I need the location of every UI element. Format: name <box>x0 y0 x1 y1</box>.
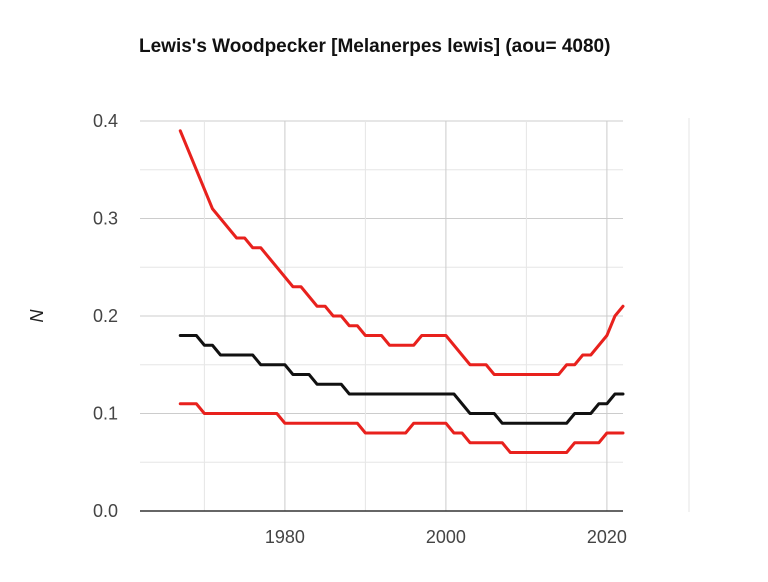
y-tick-labels: 0.0 0.1 0.2 0.3 0.4 <box>93 111 118 521</box>
x-tick-label: 1980 <box>265 527 305 547</box>
series-line-1 <box>178 334 625 425</box>
chart-title: Lewis's Woodpecker [Melanerpes lewis] (a… <box>139 36 611 57</box>
y-tick-label: 0.2 <box>93 306 118 326</box>
x-tick-labels: 1980 2000 2020 <box>265 527 627 547</box>
y-tick-label: 0.1 <box>93 404 118 424</box>
y-tick-label: 0.0 <box>93 501 118 521</box>
y-tick-label: 0.4 <box>93 111 118 131</box>
y-tick-label: 0.3 <box>93 209 118 229</box>
x-tick-label: 2020 <box>587 527 627 547</box>
y-axis-title: N <box>27 309 47 323</box>
series-lines <box>178 129 625 454</box>
x-tick-label: 2000 <box>426 527 466 547</box>
series-line-0 <box>178 129 625 376</box>
series-line-2 <box>178 402 625 454</box>
